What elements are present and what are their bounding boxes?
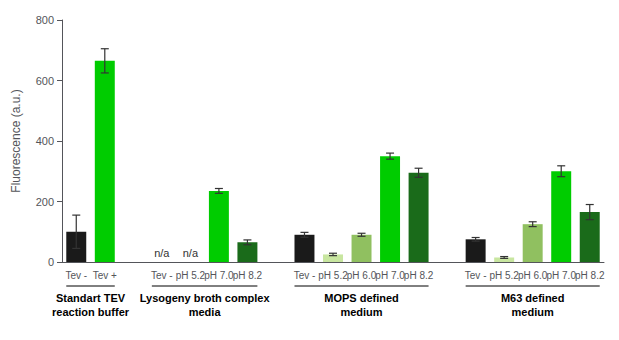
- svg-text:pH 5.2: pH 5.2: [489, 270, 519, 281]
- svg-text:600: 600: [36, 75, 54, 87]
- svg-text:pH 5.2: pH 5.2: [176, 270, 206, 281]
- svg-text:reaction buffer: reaction buffer: [52, 306, 130, 318]
- svg-text:medium: medium: [340, 306, 382, 318]
- svg-text:Lysogeny broth complex: Lysogeny broth complex: [140, 292, 271, 304]
- svg-text:200: 200: [36, 196, 54, 208]
- svg-text:pH 7.0: pH 7.0: [546, 270, 576, 281]
- svg-text:n/a: n/a: [183, 247, 199, 259]
- svg-text:medium: medium: [512, 306, 554, 318]
- svg-text:MOPS defined: MOPS defined: [324, 292, 399, 304]
- svg-text:Tev -: Tev -: [465, 270, 487, 281]
- svg-text:800: 800: [36, 14, 54, 26]
- svg-text:pH 5.2: pH 5.2: [318, 270, 348, 281]
- svg-text:pH 7.0: pH 7.0: [375, 270, 405, 281]
- svg-text:pH 6.0: pH 6.0: [518, 270, 548, 281]
- svg-text:Tev -: Tev -: [151, 270, 173, 281]
- svg-text:400: 400: [36, 135, 54, 147]
- svg-text:media: media: [189, 306, 222, 318]
- svg-text:Standart TEV: Standart TEV: [56, 292, 126, 304]
- svg-text:M63 defined: M63 defined: [501, 292, 565, 304]
- svg-text:pH 6.0: pH 6.0: [347, 270, 377, 281]
- svg-text:Tev -: Tev -: [65, 270, 87, 281]
- svg-text:pH 8.2: pH 8.2: [233, 270, 263, 281]
- svg-text:pH 7.0: pH 7.0: [204, 270, 234, 281]
- svg-text:0: 0: [48, 256, 54, 268]
- svg-text:Tev +: Tev +: [93, 270, 117, 281]
- svg-text:pH 8.2: pH 8.2: [404, 270, 434, 281]
- svg-text:Fluorescence (a.u.): Fluorescence (a.u.): [9, 89, 23, 192]
- svg-text:n/a: n/a: [154, 247, 170, 259]
- svg-text:Tev -: Tev -: [294, 270, 316, 281]
- svg-text:pH 8.2: pH 8.2: [575, 270, 605, 281]
